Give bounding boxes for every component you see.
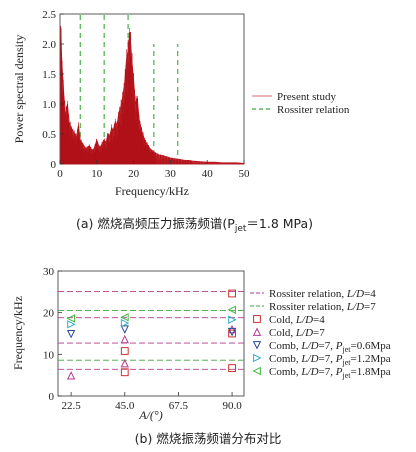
chart-a-legend: Present study Rossiter relation bbox=[252, 91, 350, 116]
chart-a-y-tick-label: 1.5 bbox=[42, 69, 56, 81]
chart-b-point bbox=[66, 314, 76, 323]
chart-a-caption-main: (a) 燃烧高频压力振荡频谱(P bbox=[76, 216, 235, 231]
chart-b-point bbox=[120, 325, 129, 334]
chart-a-x-tick-label: 50 bbox=[239, 168, 251, 180]
chart-a-caption-tail: ＝1.8 MPa) bbox=[246, 216, 313, 231]
chart-a-caption-sub: jet bbox=[234, 224, 247, 234]
chart-a-x-tick-label: 20 bbox=[128, 168, 140, 180]
chart-b-legend-marker bbox=[253, 315, 261, 323]
chart-a-y-label: Power spectral density bbox=[12, 35, 26, 144]
chart-b-point bbox=[228, 364, 236, 372]
chart-a-y-tick-label: 2.5 bbox=[42, 9, 56, 21]
chart-a-y-tick-label: 0.5 bbox=[42, 129, 56, 141]
chart-b-legend-label: Cold, L/D=4 bbox=[269, 314, 325, 326]
chart-b-point bbox=[67, 320, 76, 329]
chart-b-legend-marker bbox=[252, 327, 262, 336]
chart-b-point bbox=[66, 330, 76, 339]
chart-b-x-label: A/(°) bbox=[138, 408, 162, 422]
chart-a-x-ticks: 0 10 20 30 40 50 bbox=[57, 160, 250, 180]
chart-b-points bbox=[66, 289, 237, 380]
chart-a-spectrum-area bbox=[60, 25, 245, 165]
chart-b-legend-label: Comb, L/D=7, Pjet=0.6Mpa bbox=[269, 340, 391, 354]
chart-a-y-tick-label: 2.0 bbox=[42, 39, 56, 51]
chart-a-x-tick-label: 0 bbox=[57, 168, 63, 180]
chart-b-point bbox=[120, 313, 129, 322]
chart-a-y-tick-label: 0 bbox=[51, 159, 57, 171]
chart-a-x-tick-label: 30 bbox=[165, 168, 177, 180]
chart-b-legend-label: Cold, L/D=7 bbox=[269, 327, 325, 339]
legend-label-present-study: Present study bbox=[277, 91, 336, 103]
chart-b-point bbox=[120, 318, 130, 328]
chart-b-legend-label: Rossiter relation, L/D=4 bbox=[269, 288, 376, 300]
chart-a-x-label: Frequency/kHz bbox=[115, 184, 189, 198]
chart-b-legend-marker bbox=[252, 366, 261, 376]
chart-b-x-ticks: 22.5 45.0 67.5 90.0 bbox=[61, 392, 242, 412]
chart-b-legend-label: Comb, L/D=7, Pjet=1.8Mpa bbox=[269, 366, 391, 380]
chart-b-frame bbox=[57, 270, 245, 397]
legend-label-rossiter: Rossiter relation bbox=[277, 104, 350, 116]
chart-b-point bbox=[228, 315, 237, 324]
chart-a-frame bbox=[59, 13, 245, 165]
chart-b-y-ticks: 0 10 20 30 bbox=[43, 266, 62, 403]
chart-a-spectrum bbox=[60, 25, 245, 165]
chart-b-point bbox=[120, 368, 129, 377]
chart-a-y-ticks: 0 0.5 1.0 1.5 2.0 2.5 bbox=[42, 9, 64, 171]
chart-a: 0 10 20 30 40 50 0 0.5 1.0 1.5 2.0 2.5 Frequency/k… bbox=[12, 9, 350, 234]
chart-b-point bbox=[227, 324, 237, 334]
chart-b-point bbox=[228, 329, 236, 338]
chart-a-caption: (a) 燃烧高频压力振荡频谱(Pjet＝1.8 MPa) bbox=[76, 216, 313, 234]
chart-b-y-tick-label: 20 bbox=[43, 308, 55, 320]
chart-b-point bbox=[120, 358, 129, 368]
chart-b-reference-lines bbox=[58, 290, 244, 370]
chart-b-x-tick-label: 45.0 bbox=[115, 400, 135, 412]
chart-b-legend-marker bbox=[252, 341, 262, 350]
chart-a-x-tick-label: 10 bbox=[91, 168, 103, 180]
chart-b-y-label: Frequency/kHz bbox=[11, 296, 25, 370]
chart-b-y-tick-label: 10 bbox=[43, 349, 55, 361]
chart-b-legend-label: Comb, L/D=7, Pjet=1.2Mpa bbox=[269, 353, 391, 367]
chart-b-point bbox=[227, 327, 237, 337]
chart-b-x-tick-label: 67.5 bbox=[169, 400, 189, 412]
chart-b-y-tick-label: 0 bbox=[49, 391, 55, 403]
chart-b-point bbox=[66, 371, 76, 380]
chart-b-x-tick-label: 90.0 bbox=[222, 400, 242, 412]
chart-b: 22.5 45.0 67.5 90.0 0 10 20 30 A/(°) Frequency… bbox=[11, 266, 391, 446]
chart-b-legend-marker bbox=[253, 353, 262, 363]
chart-b-y-tick-label: 30 bbox=[43, 266, 55, 278]
chart-b-point bbox=[228, 289, 236, 298]
chart-b-point bbox=[120, 347, 129, 355]
chart-b-legend-label: Rossiter relation, L/D=7 bbox=[269, 301, 376, 313]
chart-b-caption: (b) 燃烧振荡频谱分布对比 bbox=[135, 431, 282, 446]
chart-a-y-tick-label: 1.0 bbox=[42, 99, 56, 111]
chart-b-point bbox=[227, 305, 236, 314]
chart-b-point bbox=[120, 334, 129, 344]
chart-b-x-tick-label: 22.5 bbox=[61, 400, 81, 412]
chart-a-x-tick-label: 40 bbox=[202, 168, 214, 180]
